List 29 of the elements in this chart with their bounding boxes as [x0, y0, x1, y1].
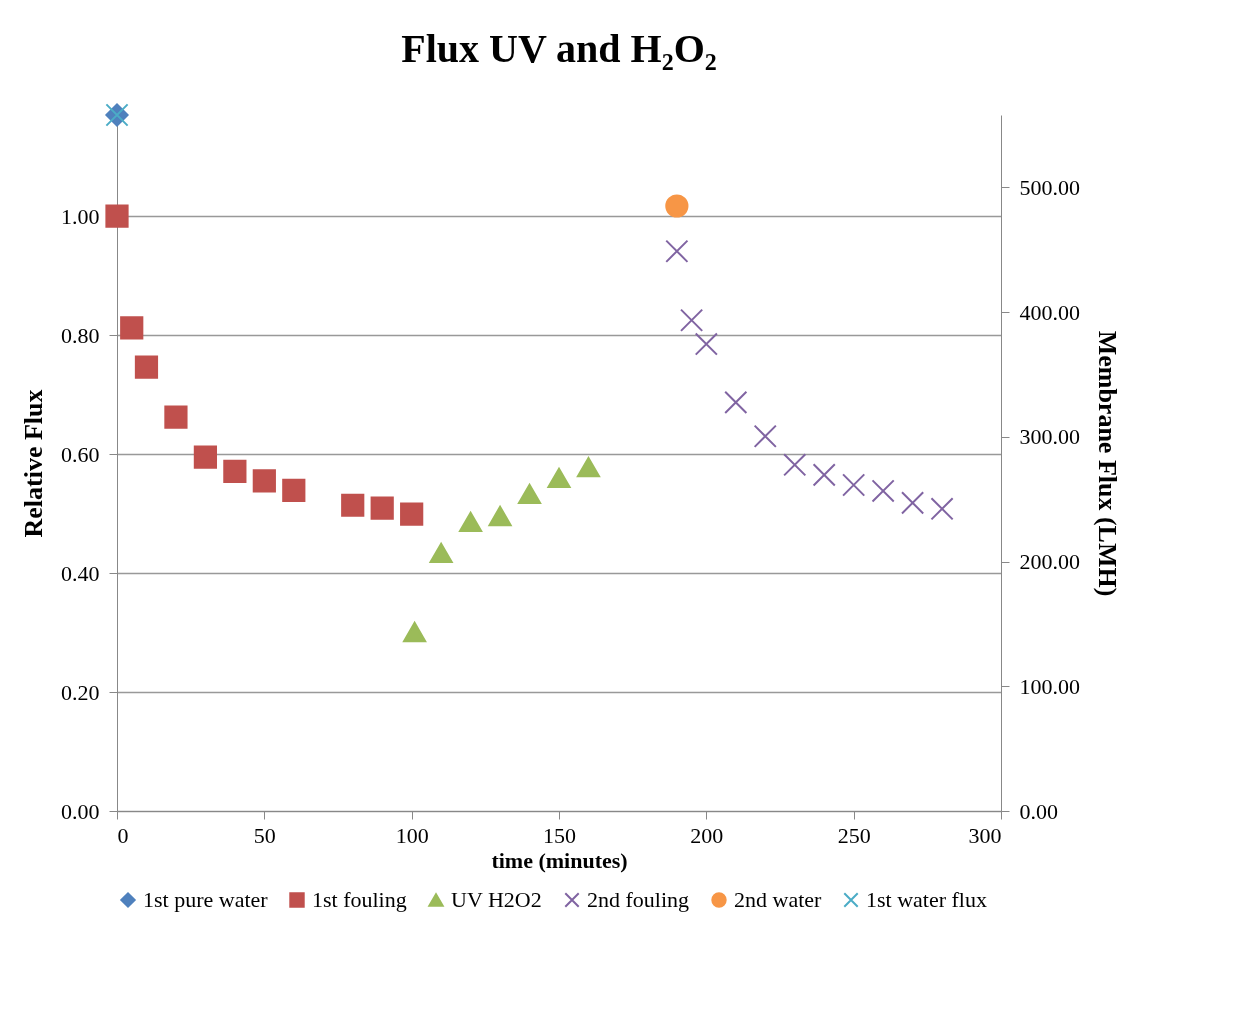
x-tick-label: 0 — [117, 822, 129, 848]
y2-tick-label: 200.00 — [1019, 549, 1080, 575]
y-tick-label: 0.60 — [61, 441, 100, 467]
x-tick-label: 150 — [543, 822, 576, 848]
y2-tick-label: 0.00 — [1019, 798, 1058, 824]
x-tick-label: 200 — [690, 822, 724, 848]
x-tick-label: 50 — [253, 822, 276, 848]
y-axis-title: Relative Flux — [19, 389, 48, 538]
legend-label: 1st pure water — [143, 887, 269, 912]
y-tick-label: 0.20 — [61, 679, 100, 705]
x-tick-label: 250 — [837, 822, 871, 848]
legend-label: 2nd water — [734, 887, 823, 912]
legend-label: 1st fouling — [312, 887, 407, 912]
y2-tick-label: 100.00 — [1019, 673, 1080, 699]
x-axis-title: time (minutes) — [491, 847, 628, 873]
y2-axis-title: Membrane Flux (LMH) — [1093, 330, 1122, 597]
legend-label: 2nd fouling — [587, 887, 690, 912]
x-tick-label: 100 — [395, 822, 429, 848]
legend-label: UV H2O2 — [451, 887, 542, 912]
y2-tick-label: 400.00 — [1019, 299, 1080, 325]
y2-tick-label: 500.00 — [1019, 174, 1080, 200]
y-tick-label: 0.00 — [61, 798, 100, 824]
x-tick-label: 300 — [968, 822, 1002, 848]
y-tick-label: 1.00 — [61, 203, 100, 229]
y-tick-label: 0.40 — [61, 560, 100, 586]
y-tick-label: 0.80 — [61, 322, 100, 348]
legend-label: 1st water flux — [866, 887, 987, 912]
chart-title: Flux UV and H₂O₂ — [401, 26, 717, 72]
y2-tick-label: 300.00 — [1019, 424, 1080, 450]
